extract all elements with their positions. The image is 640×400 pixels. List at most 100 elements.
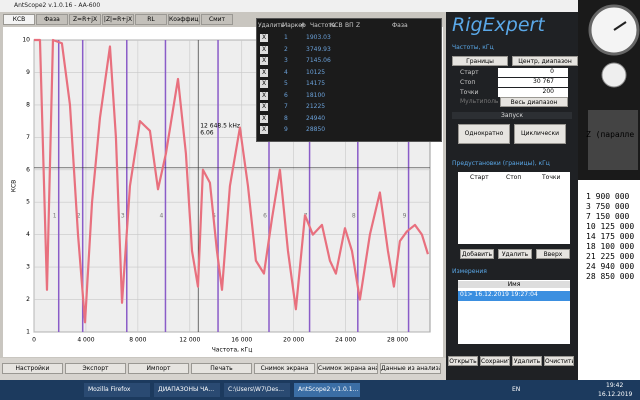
run-button[interactable]: Однократно (458, 124, 510, 144)
cursor-y-label: 6.06 (200, 130, 214, 137)
delete-button[interactable]: X (260, 80, 268, 88)
desktop-heading: Z (паралле (586, 130, 635, 139)
marker-number: 1 (284, 34, 288, 41)
mode-button[interactable]: Центр, диапазон (512, 56, 578, 66)
desktop-text (578, 180, 640, 380)
marker-frequency: 10125 (306, 68, 326, 76)
marker-label: 8 (352, 213, 356, 220)
y-tick-label: 2 (26, 296, 30, 303)
bottom-button[interactable]: Снимок экрана анализатора (317, 363, 378, 374)
x-tick-label: 20 000 (283, 337, 304, 344)
table-header: КСВ (330, 22, 343, 29)
desktop-line: 10 125 000 (586, 222, 635, 231)
presets-button[interactable]: Вверх (536, 249, 570, 259)
delete-button[interactable]: X (260, 91, 268, 100)
tab[interactable]: RL (135, 14, 167, 25)
taskbar-item[interactable]: Mozilla Firefox (84, 383, 150, 397)
x-tick-label: 24 000 (335, 337, 356, 344)
taskbar-lang: EN (512, 386, 521, 393)
delete-button[interactable]: X (260, 57, 268, 65)
desktop-line: 24 940 000 (586, 262, 635, 271)
marker-frequency: 3749.93 (306, 45, 331, 53)
delete-button[interactable]: X (260, 45, 268, 54)
marker-number: 8 (284, 114, 288, 122)
y-tick-label: 5 (26, 199, 30, 206)
taskbar-time: 19:42 (606, 382, 624, 389)
desktop-gadget (578, 0, 640, 180)
table-header: Z (356, 22, 361, 29)
x-tick-label: 16 000 (231, 337, 252, 344)
measurement-button[interactable]: Открыть (448, 356, 478, 366)
marker-table (256, 18, 442, 142)
x-tick-label: 4 000 (77, 337, 94, 344)
y-tick-label: 8 (26, 101, 30, 108)
bottom-button[interactable]: Импорт (128, 363, 189, 374)
bottom-button[interactable]: Данные из анализатора (380, 363, 441, 374)
field-value[interactable]: 30 767 (498, 78, 568, 87)
y-tick-label: 6 (26, 166, 30, 173)
logo: RigExpert (452, 14, 545, 36)
measurement-button[interactable]: Очистить (544, 356, 574, 366)
marker-number: 9 (284, 126, 288, 133)
measurements-table (458, 280, 570, 344)
x-tick-label: 12 000 (179, 337, 200, 344)
y-tick-label: 10 (22, 37, 30, 44)
y-tick-label: 9 (26, 69, 30, 76)
title-bar: AntScope2 v.1.0.16 - AA-600 (0, 0, 578, 12)
bottom-button[interactable]: Настройки (2, 363, 63, 374)
tab[interactable]: КСВ (3, 14, 35, 25)
desktop-line: 7 150 000 (586, 212, 630, 221)
y-tick-label: 4 (26, 231, 30, 238)
marker-label: 2 (77, 213, 81, 220)
delete-button[interactable]: X (260, 68, 268, 77)
swr-line (34, 38, 429, 324)
checkbox[interactable]: Мультиполь (460, 98, 499, 105)
field-value[interactable]: 0 (498, 68, 568, 77)
measurement-row[interactable]: 01> 16.12.2019 19:27:04 (458, 291, 570, 301)
marker-frequency: 24940 (306, 114, 326, 122)
delete-button[interactable]: X (260, 114, 268, 123)
marker-frequency: 18100 (306, 91, 326, 99)
delete-button[interactable]: X (260, 34, 268, 42)
taskbar-item[interactable]: ДИАПАЗОНЫ ЧА... (154, 383, 220, 397)
window-title: AntScope2 v.1.0.16 - AA-600 (14, 2, 101, 9)
taskbar-item[interactable]: C:\Users\W7\Des... (224, 383, 290, 397)
bottom-button[interactable]: Экспорт (65, 363, 126, 374)
x-tick-label: 0 (32, 337, 36, 344)
tab[interactable]: |Z|=R+jX (102, 14, 134, 25)
y-tick-label: 1 (26, 329, 30, 336)
bottom-button[interactable]: Печать (191, 363, 252, 374)
marker-frequency: 14175 (306, 80, 326, 87)
measurement-button[interactable]: Удалить (512, 356, 542, 366)
tab[interactable]: Коэффициент (168, 14, 200, 25)
presets-button[interactable]: Удалить (498, 249, 532, 259)
taskbar-date: 16.12.2019 (598, 391, 633, 398)
table-header: Имя (458, 281, 570, 288)
desktop-line: 1 900 000 (586, 192, 630, 201)
marker-frequency: 28850 (306, 126, 326, 133)
full-range-button[interactable]: Весь диапазон (500, 97, 568, 107)
measurement-button[interactable]: Сохранить (480, 356, 510, 366)
x-tick-label: 28 000 (387, 337, 408, 344)
tab[interactable]: Смит (201, 14, 233, 25)
delete-button[interactable]: X (260, 103, 268, 111)
bottom-button[interactable]: Снимок экрана (254, 363, 315, 374)
table-header: Точки (542, 174, 561, 181)
mode-button[interactable]: Границы (452, 56, 508, 66)
delete-button[interactable]: X (260, 126, 268, 134)
presets-button[interactable]: Добавить (460, 249, 494, 259)
run-button[interactable]: Циклически (514, 124, 566, 144)
tab[interactable]: Фаза (36, 14, 68, 25)
desktop-line: 18 100 000 (586, 242, 635, 251)
tab[interactable]: Z=R+jX (69, 14, 101, 25)
desktop-line: 28 850 000 (586, 272, 635, 281)
marker-number: 3 (284, 57, 288, 64)
taskbar-item[interactable]: AntScope2 v.1.0.1... (294, 383, 360, 397)
field-value[interactable]: 200 (498, 88, 568, 97)
marker-number: 2 (284, 45, 288, 53)
section-title: Измерения (452, 268, 487, 275)
marker-number: 7 (284, 103, 288, 110)
table-header: Частота (310, 22, 336, 29)
marker-label: 1 (53, 213, 57, 220)
